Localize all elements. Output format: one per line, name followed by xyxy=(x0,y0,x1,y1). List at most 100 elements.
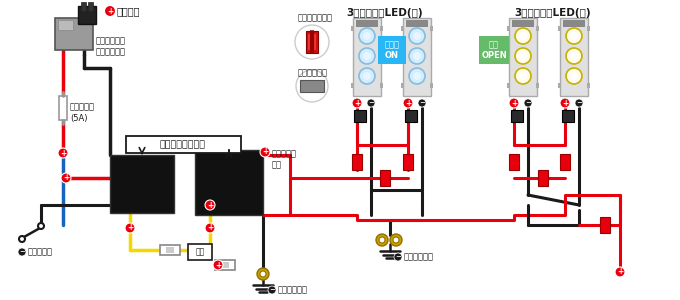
Circle shape xyxy=(394,253,402,261)
Bar xyxy=(536,83,539,88)
Circle shape xyxy=(515,68,531,84)
Text: +: + xyxy=(107,7,113,16)
Circle shape xyxy=(260,271,266,277)
Bar xyxy=(188,244,212,260)
Bar xyxy=(353,18,381,96)
Circle shape xyxy=(352,98,362,108)
Bar xyxy=(507,83,510,88)
Text: +: + xyxy=(127,224,133,232)
Bar xyxy=(558,83,561,88)
Circle shape xyxy=(524,99,532,107)
Bar xyxy=(509,18,537,96)
Text: +: + xyxy=(262,148,268,157)
Text: +: + xyxy=(215,260,221,269)
Circle shape xyxy=(403,98,413,108)
Circle shape xyxy=(257,268,269,280)
Text: −: − xyxy=(576,100,582,106)
Circle shape xyxy=(566,28,582,44)
Text: −: − xyxy=(525,100,531,106)
Circle shape xyxy=(367,99,375,107)
Text: 3連フラットLED(白): 3連フラットLED(白) xyxy=(515,8,592,18)
Circle shape xyxy=(418,99,426,107)
Circle shape xyxy=(519,52,527,60)
Circle shape xyxy=(409,68,425,84)
Bar xyxy=(166,247,174,253)
Text: 配線コネクター: 配線コネクター xyxy=(298,13,333,22)
Circle shape xyxy=(205,223,215,233)
Circle shape xyxy=(38,223,44,229)
Bar xyxy=(88,2,93,11)
Circle shape xyxy=(566,48,582,64)
Bar xyxy=(58,20,73,30)
Circle shape xyxy=(409,48,425,64)
Bar xyxy=(558,26,561,31)
Bar xyxy=(560,18,588,96)
Bar xyxy=(405,110,417,122)
Circle shape xyxy=(615,267,625,277)
Bar xyxy=(587,26,590,31)
Bar xyxy=(403,154,413,170)
Text: フリータイプ
ヒューズ電源: フリータイプ ヒューズ電源 xyxy=(96,36,126,57)
Bar xyxy=(300,80,324,92)
Circle shape xyxy=(19,236,25,242)
Circle shape xyxy=(359,28,375,44)
Text: +: + xyxy=(617,268,623,277)
Bar xyxy=(351,26,354,31)
Text: +: + xyxy=(207,200,213,209)
Text: −: − xyxy=(368,100,374,106)
Circle shape xyxy=(515,28,531,44)
Bar xyxy=(354,110,366,122)
Bar xyxy=(380,26,383,31)
Circle shape xyxy=(58,148,68,158)
Circle shape xyxy=(570,32,578,40)
Circle shape xyxy=(260,147,270,157)
Circle shape xyxy=(570,72,578,80)
Circle shape xyxy=(413,52,421,60)
Bar xyxy=(378,36,406,64)
Circle shape xyxy=(560,98,570,108)
Circle shape xyxy=(61,173,71,183)
Bar xyxy=(587,83,590,88)
Bar xyxy=(401,83,404,88)
Bar xyxy=(59,96,67,120)
Circle shape xyxy=(363,72,371,80)
Bar xyxy=(126,136,241,153)
Bar xyxy=(600,217,610,233)
Bar xyxy=(430,83,433,88)
Bar xyxy=(479,36,509,64)
Circle shape xyxy=(519,72,527,80)
Bar xyxy=(78,6,96,24)
Text: −: − xyxy=(419,100,425,106)
Circle shape xyxy=(359,68,375,84)
Text: イルミ
ON: イルミ ON xyxy=(384,40,400,60)
Bar xyxy=(55,18,93,50)
Bar xyxy=(351,83,354,88)
Bar xyxy=(536,26,539,31)
Circle shape xyxy=(105,5,116,16)
Text: ドア信号線: ドア信号線 xyxy=(28,248,53,256)
Circle shape xyxy=(509,98,519,108)
Bar xyxy=(380,83,383,88)
Text: 常時電源: 常時電源 xyxy=(117,6,141,16)
Circle shape xyxy=(376,234,388,246)
Text: +: + xyxy=(354,98,360,107)
Bar xyxy=(221,262,229,268)
Bar xyxy=(352,154,362,170)
Circle shape xyxy=(390,234,402,246)
Circle shape xyxy=(413,32,421,40)
Text: −: − xyxy=(19,249,25,255)
Text: 管ヒューズ
(5A): 管ヒューズ (5A) xyxy=(70,102,95,123)
Bar xyxy=(195,150,263,215)
Circle shape xyxy=(566,68,582,84)
Text: ドア
OPEN: ドア OPEN xyxy=(481,40,507,60)
Text: 3連フラットLED(青): 3連フラットLED(青) xyxy=(347,8,424,18)
Circle shape xyxy=(359,48,375,64)
Circle shape xyxy=(515,48,531,64)
Bar xyxy=(308,34,316,50)
Circle shape xyxy=(413,72,421,80)
Circle shape xyxy=(268,286,276,294)
Text: +: + xyxy=(562,98,568,107)
Text: 純正イルミ
配線: 純正イルミ 配線 xyxy=(272,149,297,170)
Bar xyxy=(403,18,431,96)
Text: −: − xyxy=(395,254,401,260)
